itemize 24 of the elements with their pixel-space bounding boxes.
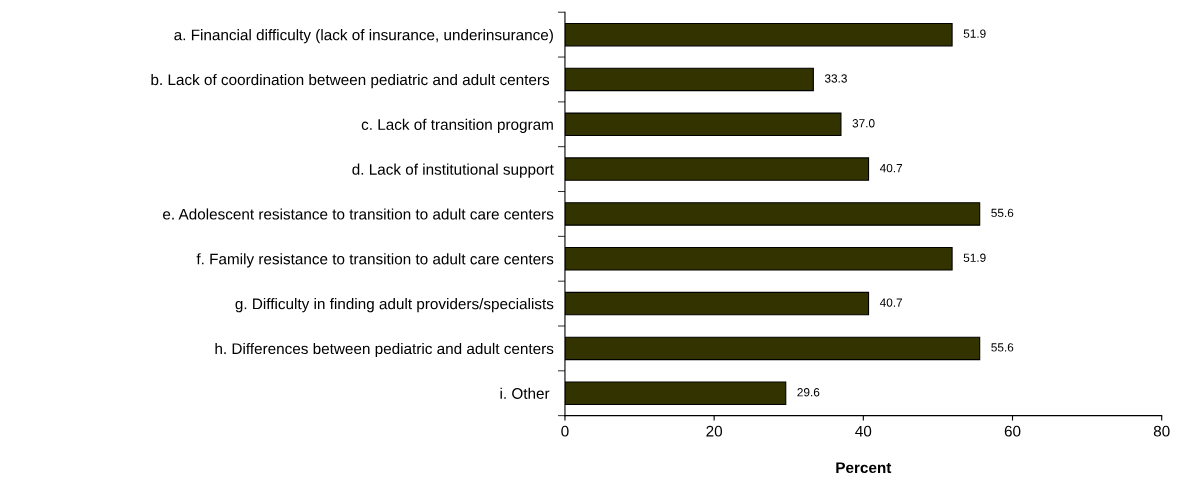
y-tick-label: g. Difficulty in finding adult providers/specialists xyxy=(235,298,554,313)
data-label: 33.3 xyxy=(824,74,847,83)
data-label: 29.6 xyxy=(797,388,820,397)
y-tick-label: i. Other xyxy=(500,387,550,399)
data-label: 55.6 xyxy=(991,208,1014,218)
x-tick-label: 20 xyxy=(706,425,723,437)
y-tick-label: e. Adolescent resistance to transition to adult care centers xyxy=(163,208,554,220)
data-label: 55.6 xyxy=(991,343,1014,352)
y-tick-label: c. Lack of transition program xyxy=(361,118,553,133)
data-label: 51.9 xyxy=(963,253,986,262)
data-label: 40.7 xyxy=(879,298,903,307)
data-label: 40.7 xyxy=(879,163,903,173)
y-tick-label: d. Lack of institutional support xyxy=(352,163,554,178)
data-label: 37.0 xyxy=(852,119,875,128)
y-tick-label: f. Family resistance to transition to adult care centers xyxy=(196,253,554,268)
x-tick-label: 60 xyxy=(1004,425,1021,437)
x-tick-label: 80 xyxy=(1153,425,1170,437)
x-tick-label: 0 xyxy=(561,425,569,437)
y-tick-label: a. Financial difficulty (lack of insurance, underinsurance) xyxy=(174,29,553,44)
y-tick-label: b. Lack of coordination between pediatric and adult centers xyxy=(151,73,550,89)
x-axis-title: Percent xyxy=(836,462,892,474)
x-tick-label: 40 xyxy=(855,425,872,437)
y-tick-label: h. Differences between pediatric and adult centers xyxy=(215,342,554,358)
data-label: 51.9 xyxy=(963,29,986,38)
